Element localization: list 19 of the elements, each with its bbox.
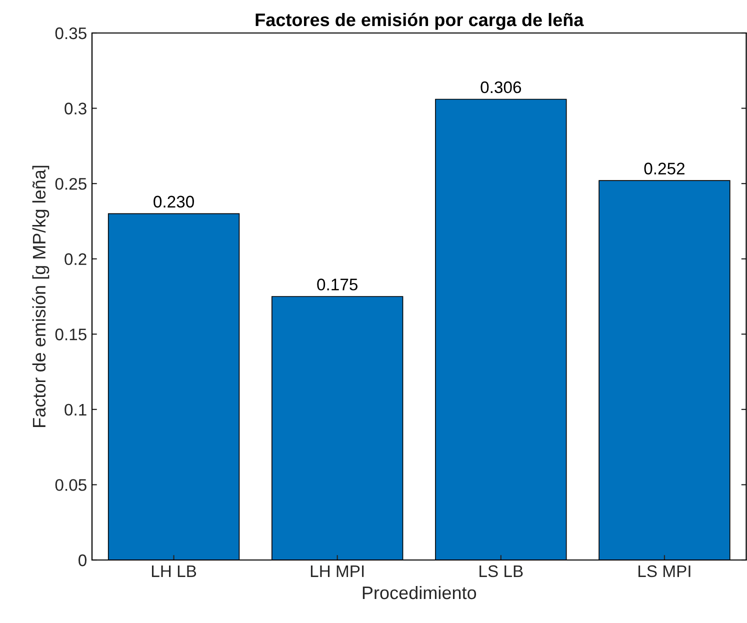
x-tick-label: LS LB xyxy=(480,565,523,578)
y-tick-label: 0.35 xyxy=(55,27,86,40)
y-tick-label: 0.2 xyxy=(64,253,86,266)
x-tick-label: LS MPI xyxy=(638,565,690,578)
y-axis-title: Factor de emisión [g MP/kg leña] xyxy=(32,166,50,427)
y-tick-label: 0.1 xyxy=(64,404,86,416)
chart-title: Factores de emisión por carga de leña xyxy=(256,12,584,30)
data-label: 0.252 xyxy=(644,162,684,174)
data-label: 0.230 xyxy=(154,196,194,208)
x-tick-label: LH LB xyxy=(152,565,196,577)
x-axis-title: Procedimiento xyxy=(362,586,476,600)
y-tick-label: 0.05 xyxy=(55,479,86,491)
y-tick-label: 0.3 xyxy=(64,102,86,114)
x-tick-label: LH MPI xyxy=(310,565,364,577)
y-tick-label: 0.15 xyxy=(55,328,86,340)
data-label: 0.306 xyxy=(480,81,522,94)
y-tick-label: 0 xyxy=(78,554,86,566)
data-label: 0.175 xyxy=(317,278,358,290)
y-tick-label: 0.25 xyxy=(55,178,86,190)
